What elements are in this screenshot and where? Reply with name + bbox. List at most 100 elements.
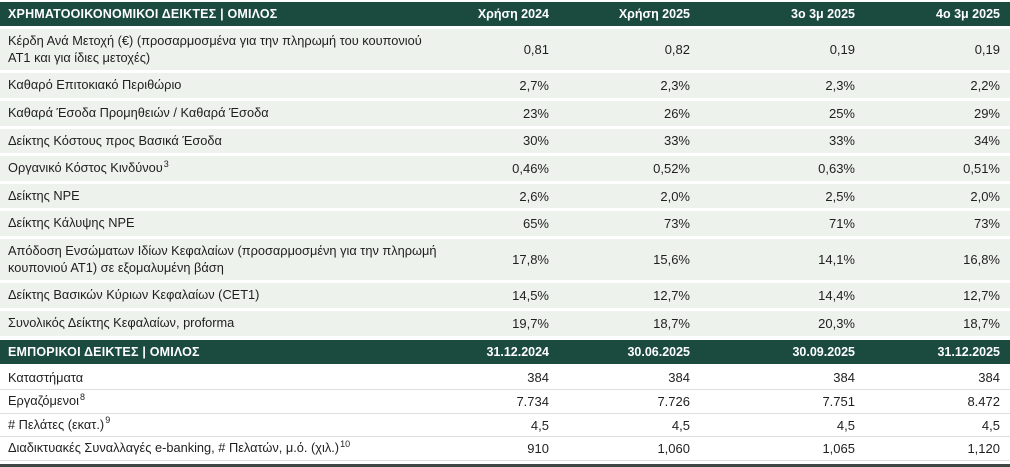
metric-label: Διαδικτυακές Συναλλαγές e-banking, # Πελ… — [8, 439, 351, 456]
footnote-marker: 3 — [163, 158, 169, 169]
metric-label: Δείκτης Κάλυψης NPE — [8, 215, 135, 231]
metric-label: Δείκτης NPE — [8, 187, 80, 203]
table-row: Δείκτης Βασικών Κύριων Κεφαλαίων (CET1) 1… — [0, 283, 1010, 308]
metric-value: 33% — [828, 133, 855, 149]
metric-label: Συνολικός Δείκτης Κεφαλαίων, proforma — [8, 314, 235, 330]
metric-label: Καθαρά Έσοδα Προμηθειών / Καθαρά Έσοδα — [8, 104, 269, 120]
metric-value: 4,5 — [530, 417, 549, 433]
metric-value: 2,0% — [970, 188, 1000, 204]
metric-value: 8.472 — [967, 393, 1000, 409]
column-header: 30.09.2025 — [792, 344, 855, 359]
column-header: Χρήση 2025 — [618, 7, 690, 21]
metric-value: 14,4% — [818, 288, 855, 304]
metric-value: 4,5 — [671, 417, 690, 433]
metric-value: 71% — [828, 216, 855, 232]
metric-value: 12,7% — [963, 288, 1000, 304]
section-header: ΕΜΠΟΡΙΚΟΙ ΔΕΙΚΤΕΣ | ΟΜΙΛΟΣ 31.12.2024 30.0… — [0, 339, 1010, 364]
metric-value: 2,5% — [825, 188, 855, 204]
metric-label: Κέρδη Ανά Μετοχή (€) (προσαρμοσμένα για … — [8, 33, 422, 65]
metric-value: 25% — [828, 105, 855, 121]
metric-label: Καθαρό Επιτοκιακό Περιθώριο — [8, 77, 182, 93]
metric-value: 2,0% — [660, 188, 690, 204]
metric-value: 1,120 — [967, 441, 1000, 457]
metric-value: 29% — [973, 105, 1000, 121]
metric-value: 910 — [527, 441, 549, 457]
metric-value: 15,6% — [653, 252, 690, 268]
table-row: Δείκτης NPE 2,6% 2,0% 2,5% 2,0% — [0, 183, 1010, 209]
section-title: ΧΡΗΜΑΤΟΟΙΚΟΝΟΜΙΚΟΙ ΔΕΙΚΤΕΣ | ΟΜΙΛΟΣ — [8, 7, 278, 21]
metric-value: 2,3% — [825, 78, 855, 94]
section-title: ΕΜΠΟΡΙΚΟΙ ΔΕΙΚΤΕΣ | ΟΜΙΛΟΣ — [8, 344, 200, 359]
metric-value: 19,7% — [512, 315, 549, 331]
table-row: Δείκτης Κόστους προς Βασικά Έσοδα 30% 33% 3… — [0, 128, 1010, 154]
metric-value: 0,51% — [963, 160, 1000, 176]
metric-value: 0,46% — [512, 160, 549, 176]
metric-label: Δείκτης Βασικών Κύριων Κεφαλαίων (CET1) — [8, 287, 260, 303]
metric-value: 7.726 — [657, 393, 690, 409]
metric-value: 4,5 — [981, 417, 1000, 433]
metric-value: 0,81 — [523, 42, 549, 58]
metric-value: 23% — [522, 105, 549, 121]
metric-value: 0,82 — [664, 42, 690, 58]
column-header: 4ο 3μ 2025 — [936, 7, 1000, 21]
metric-value: 14,1% — [818, 252, 855, 268]
metric-value: 73% — [663, 216, 690, 232]
metric-value: 2,3% — [660, 78, 690, 94]
metric-value: 30% — [522, 133, 549, 149]
metric-value: 20,3% — [818, 315, 855, 331]
metric-label: Εργαζόμενοι8 — [8, 391, 85, 409]
table-row: Καταστήματα 384 384 384 384 — [0, 366, 1010, 391]
metric-value: 34% — [973, 133, 1000, 149]
column-header: 31.12.2024 — [486, 344, 549, 359]
metric-value: 7.734 — [516, 393, 549, 409]
table-row: Καθαρά Έσοδα Προμηθειών / Καθαρά Έσοδα 23… — [0, 100, 1010, 126]
metric-value: 18,7% — [963, 315, 1000, 331]
metric-value: 384 — [978, 370, 1000, 386]
table-row: Οργανικό Κόστος Κινδύνου3 0,46% 0,52% 0,63%… — [0, 156, 1010, 181]
metric-value: 2,7% — [519, 78, 549, 94]
metric-value: 17,8% — [512, 252, 549, 268]
metric-value: 384 — [527, 370, 549, 386]
metric-label: Οργανικό Κόστος Κινδύνου3 — [8, 158, 169, 176]
metric-value: 384 — [833, 370, 855, 386]
metric-value: 2,6% — [519, 188, 549, 204]
metric-label: # Πελάτες (εκατ.)9 — [8, 415, 111, 432]
section-header: ΧΡΗΜΑΤΟΟΙΚΟΝΟΜΙΚΟΙ ΔΕΙΚΤΕΣ | ΟΜΙΛΟΣ Χρήση… — [0, 2, 1010, 26]
metric-value: 18,7% — [653, 315, 690, 331]
metric-value: 4,5 — [836, 417, 855, 433]
metric-value: 2,2% — [970, 78, 1000, 94]
metric-value: 1,065 — [822, 441, 855, 457]
metric-value: 65% — [522, 216, 549, 232]
metric-value: 1,060 — [657, 441, 690, 457]
table-row: # Πελάτες (εκατ.)9 4,5 4,5 4,5 4,5 — [0, 413, 1010, 438]
column-header: Χρήση 2024 — [477, 7, 549, 21]
table-row: Δείκτης Κάλυψης NPE 65% 73% 71% 73% — [0, 211, 1010, 236]
table-row: Συνολικός Δείκτης Κεφαλαίων, proforma 19,… — [0, 310, 1010, 336]
column-header: 30.06.2025 — [627, 344, 690, 359]
metric-value: 12,7% — [653, 288, 690, 304]
metric-value: 384 — [668, 370, 690, 386]
table-row: Εργαζόμενοι8 7.734 7.726 7.751 8.472 — [0, 390, 1010, 414]
metric-label: Απόδοση Ενσώματων Ιδίων Κεφαλαίων (προσα… — [8, 243, 437, 275]
metric-label: Δείκτης Κόστους προς Βασικά Έσοδα — [8, 132, 222, 148]
metric-label: Καταστήματα — [8, 369, 84, 385]
table-row: Κέρδη Ανά Μετοχή (€) (προσαρμοσμένα για … — [0, 29, 1010, 71]
metric-value: 0,52% — [653, 160, 690, 176]
footnote-marker: 9 — [105, 415, 111, 426]
metric-value: 33% — [663, 133, 690, 149]
footnote-marker: 8 — [79, 391, 85, 402]
metric-value: 0,19 — [974, 42, 1000, 58]
metric-value: 14,5% — [512, 288, 549, 304]
column-header: 31.12.2025 — [937, 344, 1000, 359]
section-body: Καταστήματα 384 384 384 384 Εργαζόμενοι8 7.734… — [0, 366, 1010, 461]
table-row: Καθαρό Επιτοκιακό Περιθώριο 2,7% 2,3% 2,3% 2… — [0, 73, 1010, 98]
footnote-marker: 10 — [340, 439, 351, 450]
table-row: Απόδοση Ενσώματων Ιδίων Κεφαλαίων (προσα… — [0, 239, 1010, 281]
metric-value: 73% — [973, 216, 1000, 232]
metric-value: 16,8% — [963, 252, 1000, 268]
metric-value: 7.751 — [822, 393, 855, 409]
column-header: 3ο 3μ 2025 — [791, 7, 855, 21]
metric-value: 26% — [663, 105, 690, 121]
